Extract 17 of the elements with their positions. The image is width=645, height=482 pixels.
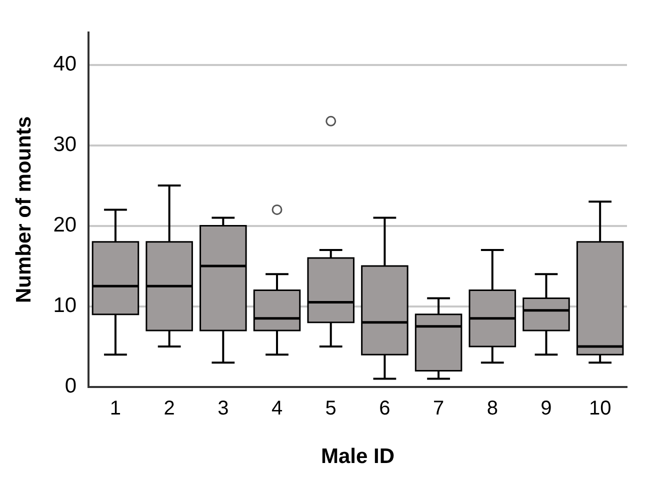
y-tick-label: 30 (53, 133, 77, 156)
x-tick-label: 9 (540, 397, 552, 420)
x-tick-label: 8 (486, 397, 498, 420)
x-tick-label: 1 (110, 397, 122, 420)
y-tick-label: 0 (64, 374, 77, 398)
x-tick-label: 6 (379, 397, 390, 420)
x-tick-label: 7 (432, 397, 444, 420)
y-tick-label: 40 (53, 52, 77, 76)
y-axis-title: Number of mounts (12, 116, 36, 304)
x-tick-label: 10 (588, 397, 612, 420)
x-tick-label: 4 (271, 397, 283, 420)
x-tick-label: 3 (218, 397, 229, 420)
y-tick-label: 10 (53, 294, 77, 318)
x-tick-label: 2 (164, 397, 175, 420)
x-axis-title: Male ID (321, 445, 395, 468)
y-tick-label: 20 (53, 214, 77, 237)
x-tick-label: 5 (325, 397, 336, 420)
